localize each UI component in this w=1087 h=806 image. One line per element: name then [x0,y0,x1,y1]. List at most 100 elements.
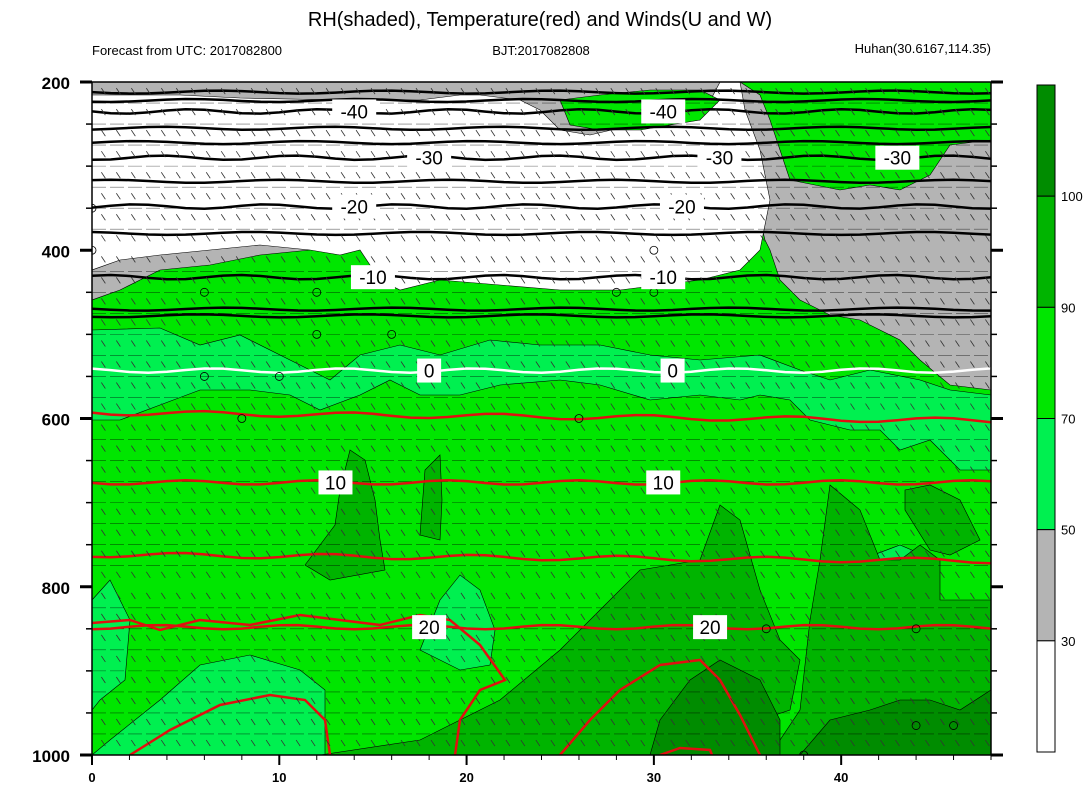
wind-barb [895,697,900,705]
wind-barb [595,676,601,684]
wind-barb [580,382,586,389]
wind-barb [595,214,601,221]
wind-barb [355,655,361,663]
wind-barb [175,508,181,515]
wind-barb [280,718,286,726]
wind-barb [940,340,945,347]
wind-barb [955,466,960,473]
wind-barb [190,108,196,116]
wind-barb [295,235,301,242]
wind-barb [640,739,646,747]
wind-barb [550,613,556,621]
wind-barb [730,340,735,347]
wind-barb [565,256,571,263]
wind-barb [715,739,721,747]
isotherm--40 [92,108,991,115]
wind-barb [445,87,451,95]
wind-barb [175,613,181,621]
wind-barb [520,487,526,494]
wind-barb [205,256,211,263]
wind-barb [145,340,151,347]
wind-barb [730,487,735,494]
wind-barb [385,613,391,621]
wind-barb [970,319,975,326]
wind-barb [805,739,810,747]
wind-barb [805,235,810,242]
wind-barb [775,739,780,747]
wind-barb [205,193,211,200]
wind-barb [280,592,286,600]
wind-barb [625,403,631,410]
wind-barb [355,171,361,179]
wind-barb [101,466,106,473]
wind-barb [535,676,541,684]
wind-barb [625,129,631,137]
wind-barb [595,550,601,558]
wind-barb [535,697,541,705]
wind-barb [265,508,271,515]
wind-barb [535,571,541,579]
station-subtitle: Huhan(30.6167,114.35) [855,41,991,56]
wind-barb [116,214,121,221]
wind-barb [130,382,136,389]
wind-barb [325,592,331,600]
temperature-dome-center [559,658,762,755]
wind-barb [250,382,256,389]
wind-barb [430,592,436,600]
wind-barb [745,529,750,536]
wind-barb [220,529,226,536]
wind-barb [835,150,840,158]
wind-barb [610,424,616,431]
wind-barb [130,193,136,200]
wind-barb [430,214,436,221]
wind-barb [475,193,481,200]
wind-barb [580,466,586,473]
wind-barb [190,529,196,536]
rh-light-green-mid [419,574,496,671]
wind-barb [610,592,616,600]
wind-barb [745,340,750,347]
wind-barb [730,571,735,579]
wind-barb [490,655,496,663]
wind-barb [505,361,511,368]
wind-barb [610,697,616,705]
wind-barb [955,298,960,305]
calm-wind-circle [199,372,209,381]
wind-barb [970,508,975,515]
wind-barb [475,277,481,284]
wind-barb [745,171,750,179]
wind-barb [175,487,181,494]
wind-barb [370,487,376,494]
wind-barb [385,340,391,347]
wind-barb [116,235,121,242]
wind-barb [101,150,106,158]
wind-barb [760,655,765,663]
wind-barb [460,487,466,494]
wind-barb [565,214,571,221]
wind-barb [490,319,496,326]
wind-barb [130,403,136,410]
wind-barb [880,298,885,305]
wind-barb [985,129,990,137]
wind-barb [670,256,676,263]
wind-barb [625,487,631,494]
wind-barb [910,466,915,473]
wind-barb [685,256,691,263]
wind-barb [460,697,466,705]
wind-barb [220,403,226,410]
wind-barb [520,87,526,95]
wind-barb [415,382,421,389]
wind-barb [655,592,661,600]
wind-barb [595,487,601,494]
wind-barb [160,256,166,263]
wind-barb [160,382,166,389]
wind-barb [280,697,286,705]
wind-barb [340,571,346,579]
wind-barb [175,655,181,663]
wind-barb [325,171,331,179]
wind-barb [175,466,181,473]
wind-barb [160,108,166,116]
wind-barb [550,129,556,137]
wind-barb [460,129,466,137]
wind-barb [295,445,301,452]
